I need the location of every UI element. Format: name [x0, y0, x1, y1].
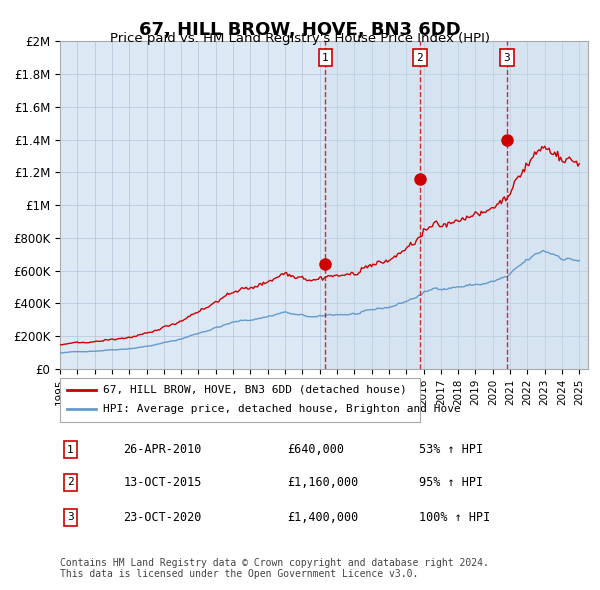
- Bar: [325, 41, 588, 369]
- Text: 100% ↑ HPI: 100% ↑ HPI: [419, 511, 490, 524]
- Text: 26-APR-2010: 26-APR-2010: [124, 443, 202, 456]
- Text: Price paid vs. HM Land Registry's House Price Index (HPI): Price paid vs. HM Land Registry's House …: [110, 32, 490, 45]
- Text: 3: 3: [503, 53, 510, 63]
- Text: £1,400,000: £1,400,000: [287, 511, 358, 524]
- Text: 1: 1: [322, 53, 329, 63]
- Text: 23-OCT-2020: 23-OCT-2020: [124, 511, 202, 524]
- Text: 3: 3: [67, 512, 74, 522]
- Text: 1: 1: [67, 445, 74, 454]
- Text: 95% ↑ HPI: 95% ↑ HPI: [419, 476, 483, 489]
- Text: £1,160,000: £1,160,000: [287, 476, 358, 489]
- Text: 2: 2: [416, 53, 423, 63]
- Text: HPI: Average price, detached house, Brighton and Hove: HPI: Average price, detached house, Brig…: [103, 405, 461, 414]
- Text: 67, HILL BROW, HOVE, BN3 6DD (detached house): 67, HILL BROW, HOVE, BN3 6DD (detached h…: [103, 385, 407, 395]
- Text: 53% ↑ HPI: 53% ↑ HPI: [419, 443, 483, 456]
- Bar: [325, 41, 588, 369]
- Text: Contains HM Land Registry data © Crown copyright and database right 2024.
This d: Contains HM Land Registry data © Crown c…: [60, 558, 489, 579]
- Text: 2: 2: [67, 477, 74, 487]
- Text: 67, HILL BROW, HOVE, BN3 6DD: 67, HILL BROW, HOVE, BN3 6DD: [139, 21, 461, 39]
- Text: £640,000: £640,000: [287, 443, 344, 456]
- Text: 13-OCT-2015: 13-OCT-2015: [124, 476, 202, 489]
